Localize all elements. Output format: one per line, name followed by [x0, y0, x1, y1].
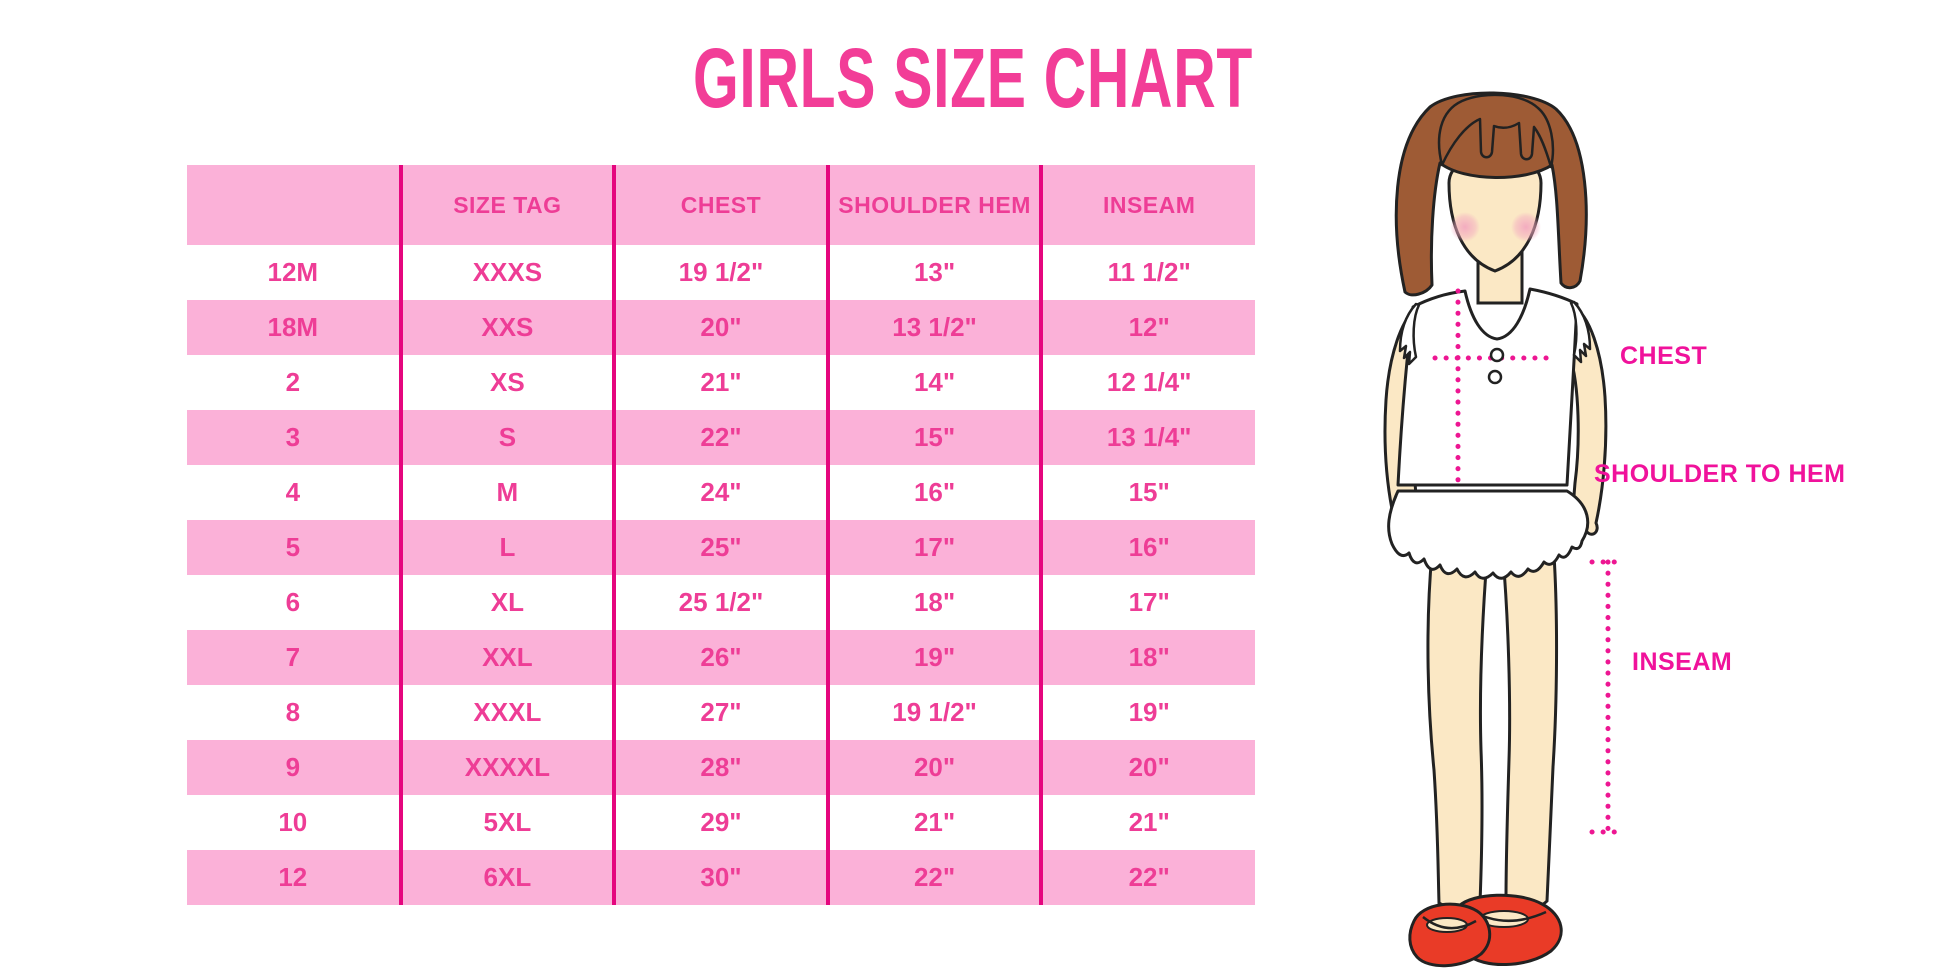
table-row: 4 M 24" 16" 15" [187, 465, 1255, 520]
table-cell: 19 1/2" [612, 245, 828, 300]
table-row: 9 XXXXL 28" 20" 20" [187, 740, 1255, 795]
table-row: 6 XL 25 1/2" 18" 17" [187, 575, 1255, 630]
table-cell: 12" [1039, 300, 1255, 355]
table-row: 8 XXXL 27" 19 1/2" 19" [187, 685, 1255, 740]
inseam-measurement-label: INSEAM [1632, 648, 1733, 676]
table-cell: 21" [612, 355, 828, 410]
table-cell: 21" [1039, 795, 1255, 850]
table-cell: 18" [825, 575, 1042, 630]
table-cell: 17" [1039, 575, 1255, 630]
right-shoulder-ruffle [1569, 300, 1592, 364]
bangs [1437, 93, 1555, 169]
table-cell: 25" [612, 520, 828, 575]
table-cell: S [398, 410, 615, 465]
table-row: 2 XS 21" 14" 12 1/4" [187, 355, 1255, 410]
table-row: 7 XXL 26" 19" 18" [187, 630, 1255, 685]
table-cell: 20" [612, 300, 828, 355]
table-cell: 19" [1039, 685, 1255, 740]
table-cell: 22" [825, 850, 1042, 905]
table-cell: 26" [612, 630, 828, 685]
table-header-cell [187, 165, 401, 245]
table-cell: 12 [278, 862, 308, 892]
table-row: 3 S 22" 15" 13 1/4" [187, 410, 1255, 465]
table-cell: 12 1/4" [1039, 355, 1255, 410]
page-title: GIRLS SIZE CHART [692, 31, 1253, 125]
table-cell: XXXL [398, 685, 615, 740]
table-header-cell: CHEST [612, 165, 828, 245]
table-cell: 19 1/2" [825, 685, 1042, 740]
table-cell: 17" [825, 520, 1042, 575]
shoulder-to-hem-measurement-label: SHOULDER TO HEM [1594, 460, 1846, 488]
girl-illustration [1383, 91, 1627, 968]
table-cell: 27" [612, 685, 828, 740]
table-cell: 6XL [398, 850, 615, 905]
right-leg [1501, 553, 1559, 910]
table-cell: 5XL [398, 795, 615, 850]
table-row: 5 L 25" 17" 16" [187, 520, 1255, 575]
table-cell: 15" [1039, 465, 1255, 520]
table-cell: 20" [1039, 740, 1255, 795]
table-header-cell: SIZE TAG [398, 165, 615, 245]
table-cell: XXS [398, 300, 615, 355]
left-shoe-strap [1422, 916, 1477, 930]
table-cell: 19" [825, 630, 1042, 685]
dress-bottom-button [1487, 369, 1503, 385]
table-cell: 12M [267, 257, 319, 287]
table-row: 12 6XL 30" 22" 22" [187, 850, 1255, 905]
table-cell: 22" [1039, 850, 1255, 905]
table-cell: 24" [612, 465, 828, 520]
left-leg [1426, 551, 1489, 911]
table-cell: 10 [278, 807, 308, 837]
table-cell: XS [398, 355, 615, 410]
table-cell: 28" [612, 740, 828, 795]
table-cell: 2 [285, 367, 301, 397]
table-cell: 18" [1039, 630, 1255, 685]
table-cell: 18M [267, 312, 319, 342]
ruffle-skirt [1387, 489, 1590, 580]
table-row: 12M XXXS 19 1/2" 13" 11 1/2" [187, 245, 1255, 300]
chest-measurement-label: CHEST [1620, 342, 1708, 370]
table-cell: XXL [398, 630, 615, 685]
table-cell: 30" [612, 850, 828, 905]
left-shoulder-ruffle [1398, 302, 1421, 366]
table-cell: XL [398, 575, 615, 630]
table-cell: 9 [285, 752, 301, 782]
table-row: 18M XXS 20" 13 1/2" 12" [187, 300, 1255, 355]
table-cell: 6 [285, 587, 301, 617]
dress-bodice [1396, 287, 1579, 487]
table-cell: 20" [825, 740, 1042, 795]
table-cell: 21" [825, 795, 1042, 850]
table-cell: 29" [612, 795, 828, 850]
table-cell: 16" [1039, 520, 1255, 575]
table-cell: 16" [825, 465, 1042, 520]
table-cell: 5 [285, 532, 301, 562]
table-cell: 13" [825, 245, 1042, 300]
table-cell: M [398, 465, 615, 520]
table-cell: 8 [285, 697, 301, 727]
dress-top-button [1489, 347, 1505, 363]
table-header-cell: SHOULDER HEM [825, 165, 1042, 245]
table-cell: 25 1/2" [612, 575, 828, 630]
table-cell: 22" [612, 410, 828, 465]
table-row: 10 5XL 29" 21" 21" [187, 795, 1255, 850]
table-cell: 3 [285, 422, 301, 452]
size-chart-table: SIZE TAG CHEST SHOULDER HEM INSEAM 12M X… [187, 165, 1255, 905]
table-header-row: SIZE TAG CHEST SHOULDER HEM INSEAM [187, 165, 1255, 245]
blush-right-cheek [1511, 212, 1541, 242]
table-cell: 4 [285, 477, 301, 507]
table-cell: 15" [825, 410, 1042, 465]
table-cell: 14" [825, 355, 1042, 410]
table-cell: 13 1/4" [1039, 410, 1255, 465]
blush-left-cheek [1450, 212, 1480, 242]
table-cell: L [398, 520, 615, 575]
table-cell: 13 1/2" [825, 300, 1042, 355]
table-cell: XXXXL [398, 740, 615, 795]
table-cell: 7 [285, 642, 301, 672]
table-cell: 11 1/2" [1039, 245, 1255, 300]
table-header-cell: INSEAM [1039, 165, 1255, 245]
left-shoe [1408, 902, 1492, 968]
left-shoe-opening [1426, 917, 1468, 933]
table-cell: XXXS [398, 245, 615, 300]
